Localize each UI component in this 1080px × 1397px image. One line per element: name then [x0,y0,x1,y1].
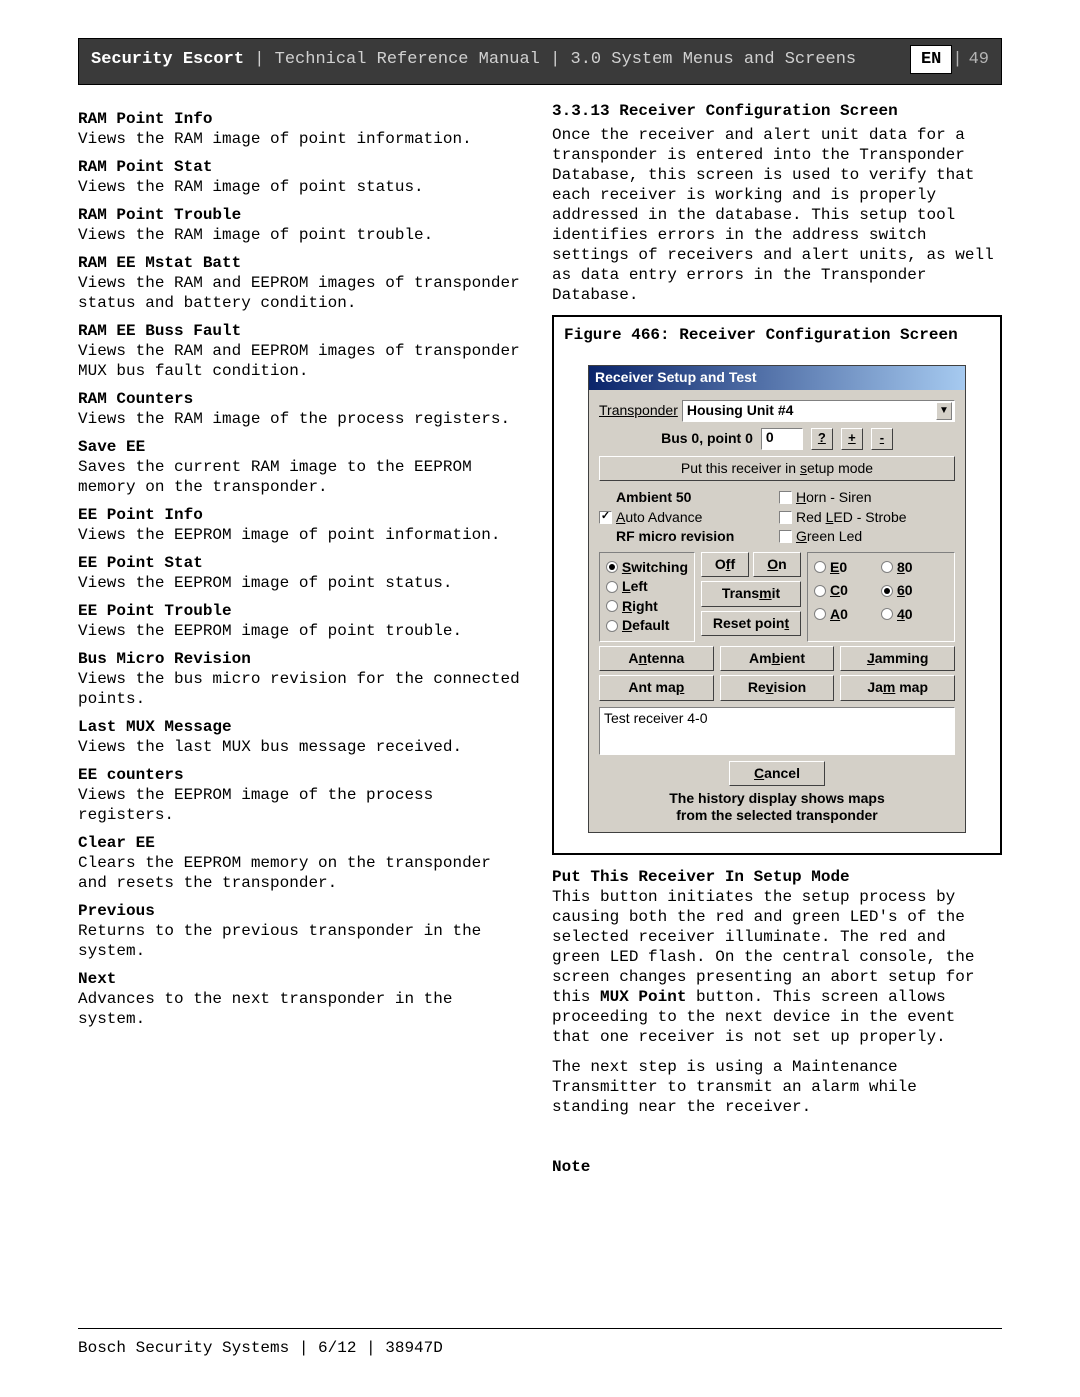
term-heading: RAM EE Mstat Batt [78,253,528,273]
header-lang: EN [910,45,952,74]
transponder-label: Transponder [599,402,678,420]
section-heading: 3.3.13 Receiver Configuration Screen [552,101,1002,121]
term-heading: EE Point Stat [78,553,528,573]
section-intro: Once the receiver and alert unit data fo… [552,125,1002,305]
term-desc: Views the RAM image of point status. [78,177,528,197]
antenna-button[interactable]: Antenna [599,646,714,672]
figure-box: Figure 466: Receiver Configuration Scree… [552,315,1002,855]
auto-advance-checkbox[interactable]: ✓Auto Advance [599,509,775,527]
header-product: Security Escort [91,50,244,69]
horn-checkbox[interactable]: Horn - Siren [779,489,955,507]
checkbox-grid: Ambient 50 Horn - Siren ✓Auto Advance Re… [599,489,955,546]
revision-button[interactable]: Revision [720,675,835,701]
figure-caption: Figure 466: Receiver Configuration Scree… [554,317,1000,349]
mid-button-column: Off On Transmit Reset point [701,552,801,642]
green-led-checkbox[interactable]: Green Led [779,528,955,546]
term-heading: RAM Point Trouble [78,205,528,225]
help-button[interactable]: ? [811,428,833,450]
term-heading: RAM Point Stat [78,157,528,177]
receiver-setup-dialog: Receiver Setup and Test Transponder Hous… [588,365,966,833]
jam-map-button[interactable]: Jam map [840,675,955,701]
term-desc: Views the RAM image of point information… [78,129,528,149]
ambient-button[interactable]: Ambient [720,646,835,672]
header-right: EN | 49 [900,45,989,74]
radio-left[interactable]: Left [606,578,688,596]
term-heading: Save EE [78,437,528,457]
radio-40[interactable]: 40 [881,606,948,624]
radio-default[interactable]: Default [606,617,688,635]
radio-A0[interactable]: A0 [814,606,881,624]
cancel-button[interactable]: Cancel [729,761,825,787]
transmit-button[interactable]: Transmit [701,581,801,607]
term-heading: RAM Point Info [78,109,528,129]
page-footer: Bosch Security Systems | 6/12 | 38947D [78,1328,1002,1357]
radio-right[interactable]: Right [606,598,688,616]
header-page-num: 49 [969,50,989,69]
off-button[interactable]: Off [701,552,749,578]
red-led-checkbox[interactable]: Red LED - Strobe [779,509,955,527]
setup-mode-button[interactable]: Put this receiver in setup mode [599,456,955,482]
term-heading: RAM Counters [78,389,528,409]
ant-map-button[interactable]: Ant map [599,675,714,701]
term-desc: Clears the EEPROM memory on the transpon… [78,853,528,893]
right-column: 3.3.13 Receiver Configuration Screen Onc… [552,101,1002,1177]
jamming-button[interactable]: Jamming [840,646,955,672]
term-heading: Clear EE [78,833,528,853]
header-doc: Technical Reference Manual | 3.0 System … [275,50,857,69]
transponder-combo[interactable]: Housing Unit #4 ▼ [682,400,955,422]
history-note: The history display shows maps from the … [599,790,955,824]
radio-switching[interactable]: Switching [606,559,688,577]
radio-80[interactable]: 80 [881,559,948,577]
put-this-p2: The next step is using a Maintenance Tra… [552,1057,1002,1117]
left-column: RAM Point InfoViews the RAM image of poi… [78,101,528,1177]
radio-C0[interactable]: C0 [814,582,881,600]
term-heading: Bus Micro Revision [78,649,528,669]
term-desc: Views the RAM and EEPROM images of trans… [78,273,528,313]
term-desc: Views the bus micro revision for the con… [78,669,528,709]
bus-label: Bus 0, point 0 [661,430,753,448]
radio-60[interactable]: 60 [881,582,948,600]
bus-input[interactable]: 0 [761,428,803,450]
note-heading: Note [552,1157,1002,1177]
reset-point-button[interactable]: Reset point [701,611,801,637]
right-radio-grid: E080C060A040 [807,552,955,642]
radio-E0[interactable]: E0 [814,559,881,577]
radio-column: SwitchingLeft RightDefault [599,552,695,642]
term-heading: Next [78,969,528,989]
term-heading: Previous [78,901,528,921]
term-heading: EE Point Trouble [78,601,528,621]
term-heading: EE counters [78,765,528,785]
term-desc: Saves the current RAM image to the EEPRO… [78,457,528,497]
term-heading: Last MUX Message [78,717,528,737]
term-desc: Advances to the next transponder in the … [78,989,528,1029]
term-desc: Views the RAM and EEPROM images of trans… [78,341,528,381]
plus-button[interactable]: + [841,428,863,450]
test-output: Test receiver 4-0 [599,707,955,755]
chevron-down-icon[interactable]: ▼ [936,402,952,420]
term-desc: Views the EEPROM image of point status. [78,573,528,593]
minus-button[interactable]: - [871,428,893,450]
term-desc: Views the RAM image of point trouble. [78,225,528,245]
term-desc: Returns to the previous transponder in t… [78,921,528,961]
term-desc: Views the RAM image of the process regis… [78,409,528,429]
header-title: Security Escort | Technical Reference Ma… [91,50,856,69]
term-heading: EE Point Info [78,505,528,525]
term-desc: Views the last MUX bus message received. [78,737,528,757]
rf-label: RF micro revision [599,528,775,546]
put-this-heading: Put This Receiver In Setup Mode [552,867,1002,887]
dialog-titlebar: Receiver Setup and Test [589,366,965,390]
put-this-p1: This button initiates the setup process … [552,887,1002,1047]
term-desc: Views the EEPROM image of the process re… [78,785,528,825]
term-heading: RAM EE Buss Fault [78,321,528,341]
term-desc: Views the EEPROM image of point informat… [78,525,528,545]
ambient-label: Ambient 50 [599,489,775,507]
term-desc: Views the EEPROM image of point trouble. [78,621,528,641]
page-header: Security Escort | Technical Reference Ma… [78,38,1002,85]
on-button[interactable]: On [753,552,801,578]
